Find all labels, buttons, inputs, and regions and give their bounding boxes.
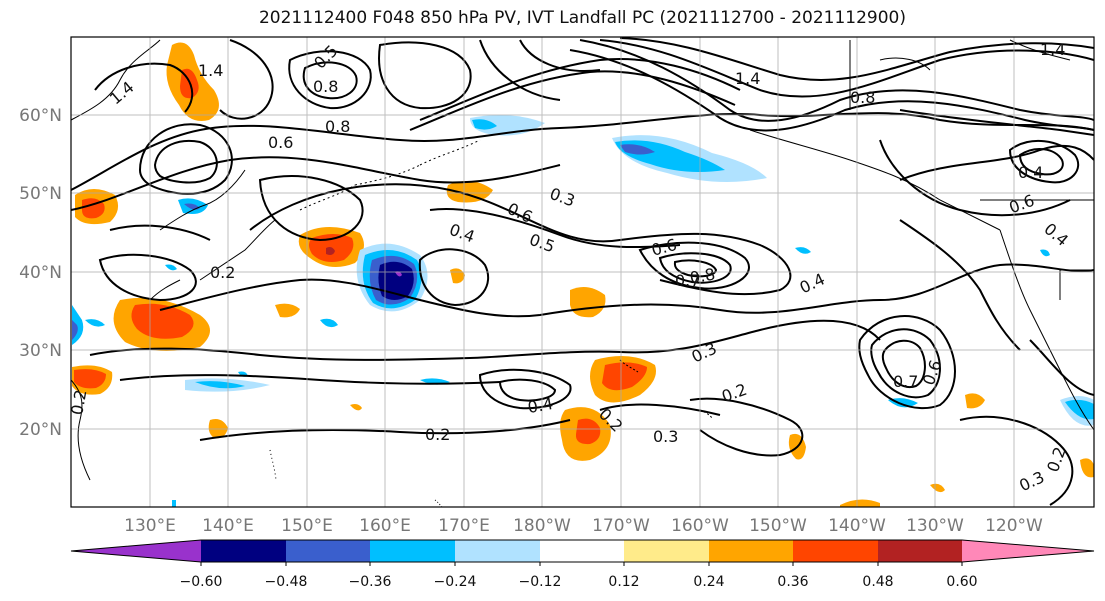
- colorbar-segment: [540, 540, 624, 562]
- shade-cyan: [172, 500, 176, 507]
- shade-orange: [446, 181, 493, 203]
- shade-cyan: [85, 319, 105, 327]
- colorbar-tick-label: 0.36: [777, 574, 808, 590]
- colorbar-tick-label: −0.12: [519, 574, 562, 590]
- contour-label: 1.4: [735, 69, 760, 88]
- graticule: [71, 37, 1094, 507]
- pv-shading: [72, 42, 1094, 507]
- lat-label: 40°N: [19, 263, 62, 283]
- colorbar-segment: [286, 540, 370, 562]
- contour-label: 0.3: [653, 427, 678, 446]
- contour-label: 0.8: [325, 117, 350, 136]
- colorbar-tick-label: 0.48: [862, 574, 893, 590]
- lon-label: 120°W: [985, 516, 1043, 536]
- contour-label: 0.6: [268, 133, 293, 152]
- shade-cyan: [795, 247, 811, 254]
- colorbar-tick-label: 0.60: [946, 574, 977, 590]
- shade-purple: [395, 271, 402, 277]
- shade-cyan: [1065, 399, 1094, 420]
- colorbar-segment: [793, 540, 878, 562]
- colorbar-segment: [962, 540, 1094, 562]
- colorbar-segment: [624, 540, 709, 562]
- lon-label: 130°E: [124, 516, 176, 536]
- lon-label: 130°W: [906, 516, 964, 536]
- shade-orange: [840, 499, 880, 507]
- lon-label: 140°W: [828, 516, 886, 536]
- shade-orange: [930, 483, 945, 493]
- colorbar-segment: [878, 540, 962, 562]
- contour-label: 0.4: [526, 394, 554, 417]
- colorbar-tick-label: 0.12: [608, 574, 639, 590]
- shade-orange: [275, 303, 300, 318]
- colorbar-tick-label: −0.60: [180, 574, 223, 590]
- colorbar-segment: [71, 540, 201, 562]
- lat-label: 50°N: [19, 184, 62, 204]
- shade-blue: [620, 144, 655, 155]
- lon-label: 160°W: [671, 516, 729, 536]
- lat-label: 60°N: [19, 106, 62, 126]
- shade-navy: [378, 261, 414, 300]
- longitude-axis: 130°E 140°E 150°E 160°E 170°E 180°W 170°…: [124, 516, 1043, 536]
- contour-label: 0.4: [1018, 163, 1043, 182]
- contour-label: 0.8: [313, 77, 338, 96]
- contour-label: 0.8: [688, 264, 716, 287]
- contour-label: 0.7: [675, 271, 700, 290]
- shade-red: [74, 369, 106, 389]
- shade-orange: [350, 404, 362, 411]
- colorbar-segment: [370, 540, 455, 562]
- shade-red: [602, 362, 647, 391]
- shade-cyan: [1040, 249, 1050, 257]
- pv-contours: [71, 37, 1094, 506]
- colorbar-segment: [709, 540, 793, 562]
- lat-label: 30°N: [19, 341, 62, 361]
- contour-label: 1.4: [1040, 40, 1065, 59]
- contour-label: 0.2: [210, 263, 235, 282]
- lon-label: 140°E: [202, 516, 254, 536]
- contour-label: 0.8: [850, 88, 875, 107]
- contour-label: 0.2: [67, 388, 90, 416]
- lon-label: 180°W: [513, 516, 571, 536]
- latitude-axis: 60°N 50°N 40°N 30°N 20°N: [19, 106, 62, 440]
- shade-red: [131, 303, 194, 339]
- colorbar-tick-label: −0.36: [349, 574, 392, 590]
- shade-orange: [965, 393, 985, 409]
- map-panel: 1.4 1.4 1.4 1.4 0.8 0.8 0.8 0.6 0.5 0.2 …: [67, 37, 1094, 507]
- lon-label: 170°W: [592, 516, 650, 536]
- shade-cyan: [472, 119, 497, 130]
- colorbar-segment: [455, 540, 540, 562]
- colorbar-tick-label: −0.24: [434, 574, 477, 590]
- map-frame: [70, 36, 1095, 508]
- colorbar-tick-label: −0.48: [265, 574, 308, 590]
- shade-cyan: [165, 264, 177, 271]
- colorbar-labels: −0.60 −0.48 −0.36 −0.24 −0.12 0.12 0.24 …: [180, 574, 978, 590]
- lon-label: 170°E: [438, 516, 490, 536]
- shade-orange: [1080, 458, 1094, 478]
- colorbar: [70, 539, 1095, 566]
- lon-label: 150°E: [281, 516, 333, 536]
- colorbar-segment: [201, 540, 286, 562]
- shade-red: [575, 418, 601, 445]
- shade-darkred: [326, 247, 335, 255]
- contour-label: 0.7: [893, 372, 918, 391]
- contour-label: 0.2: [425, 425, 450, 444]
- coastlines: [71, 39, 1094, 507]
- lat-label: 20°N: [19, 420, 62, 440]
- shade-blue: [72, 320, 78, 340]
- shade-cyan: [195, 381, 245, 389]
- lon-label: 150°W: [749, 516, 807, 536]
- shade-cyan: [320, 318, 338, 328]
- contour-label: 1.4: [198, 61, 223, 80]
- map-title: 2021112400 F048 850 hPa PV, IVT Landfall…: [258, 8, 906, 28]
- lon-label: 160°E: [359, 516, 411, 536]
- colorbar-tick-label: 0.24: [693, 574, 724, 590]
